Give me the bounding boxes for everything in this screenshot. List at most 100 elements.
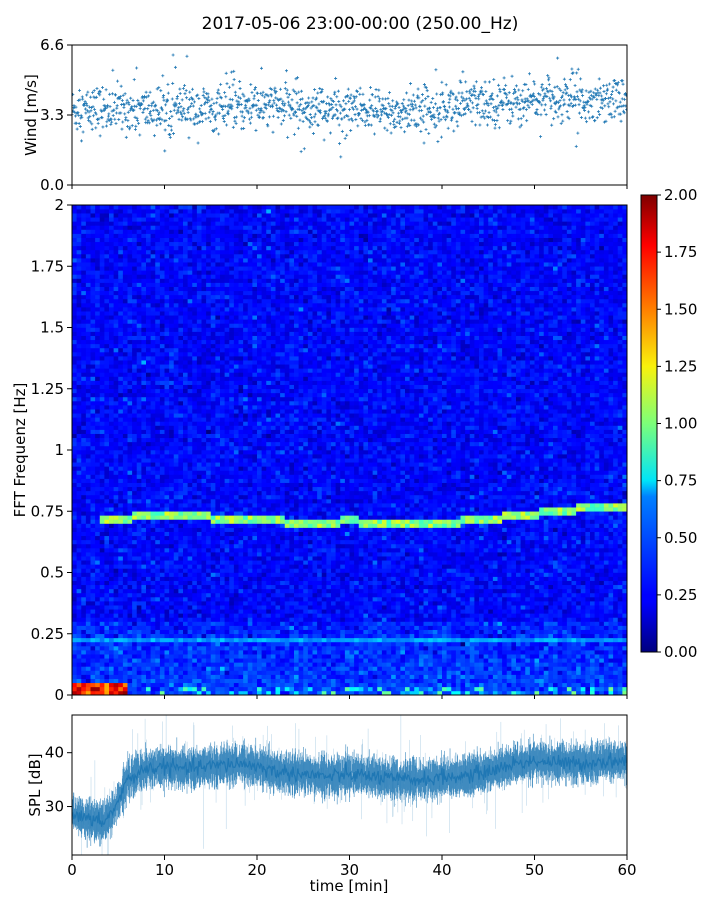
wind-point (313, 88, 317, 92)
spectrogram-cell (95, 437, 101, 443)
wind-point (343, 107, 347, 111)
spectrogram-cell (76, 445, 82, 451)
wind-point (357, 112, 361, 116)
spectrogram-cell (164, 274, 170, 279)
spectrogram-cell (104, 445, 110, 451)
spectrogram-cell (90, 262, 96, 267)
spectrogram-cell (155, 637, 161, 643)
spectrogram-cell (99, 388, 105, 394)
spectrogram-cell (201, 511, 207, 516)
spectrogram-cell (132, 450, 138, 455)
spectrogram-cell (159, 613, 165, 618)
spectrogram-cell (72, 633, 77, 639)
spectrogram-cell (72, 339, 77, 345)
spectrogram-cell (76, 245, 82, 251)
spectrogram-cell (183, 690, 188, 695)
spectrogram-cell (164, 511, 170, 516)
spectrogram-cell (141, 372, 147, 377)
wind-point (124, 116, 128, 120)
spectrogram-cell (76, 278, 82, 283)
wind-point (121, 93, 125, 97)
spectrogram-cell (192, 205, 198, 210)
spectrogram-cell (173, 560, 179, 565)
spectrogram-cell (206, 384, 212, 390)
spectrogram-cell (90, 605, 96, 610)
wind-point (282, 114, 286, 118)
wind-point (467, 96, 471, 100)
spectrogram-cell (72, 237, 77, 243)
spectrogram-cell (81, 568, 87, 573)
wind-point (102, 97, 106, 101)
spectrogram-cell (141, 486, 147, 492)
spectrogram-cell (99, 629, 105, 635)
spectrogram-cell (201, 535, 207, 541)
spectrogram-cell (206, 584, 212, 590)
wind-point (459, 101, 462, 105)
wind-point (487, 115, 491, 119)
spectrogram-cell (164, 507, 170, 512)
spectrogram-cell (169, 674, 175, 679)
spectrogram-cell (169, 552, 175, 557)
spectrogram-cell (178, 368, 184, 373)
spectrogram-cell (187, 646, 193, 651)
spectrogram-cell (85, 262, 91, 267)
wind-point (223, 91, 227, 95)
spectrogram-cell (150, 392, 156, 398)
spectrogram-cell (113, 433, 119, 439)
spectrogram-cell (81, 617, 87, 622)
spectrogram-cell (85, 335, 91, 341)
spectrogram-cell (104, 523, 110, 528)
spectrogram-cell (81, 441, 87, 447)
spectrogram-cell (104, 343, 110, 349)
spectrogram-cell (127, 429, 133, 434)
wind-point (599, 98, 603, 102)
wind-point (191, 97, 195, 101)
spectrogram-cell (104, 254, 110, 259)
spectrogram-cell (141, 658, 147, 663)
spectrogram-cell (155, 327, 161, 332)
spectrogram-cell (201, 686, 207, 692)
spectrogram-cell (122, 433, 128, 439)
spectrogram-cell (81, 392, 87, 398)
wind-point (91, 91, 95, 95)
wind-axes-frame (71, 44, 628, 186)
spectrogram-cell (150, 686, 156, 692)
wind-point (294, 77, 298, 81)
spectrogram-cell (201, 584, 207, 590)
spectrogram-cell (155, 670, 161, 675)
wind-point (401, 104, 405, 108)
wind-point (195, 121, 199, 125)
spectrogram-cell (164, 637, 170, 643)
spectrogram-cell (164, 441, 170, 447)
wind-point (151, 108, 155, 112)
spectrogram-cell (183, 572, 188, 577)
spectrogram-cell (201, 352, 207, 357)
spectrogram-cell (122, 413, 128, 418)
spectrogram-cell (183, 556, 188, 561)
spectrogram-cell (159, 605, 165, 610)
spectrogram-cell (76, 311, 82, 316)
spectrogram-cell (127, 454, 133, 459)
spectrogram-cell (118, 633, 124, 639)
spectrogram-cell (146, 478, 151, 483)
spectrogram-cell (109, 339, 114, 345)
spectrogram-cell (155, 609, 161, 614)
wind-point (227, 112, 231, 116)
spectrogram-cell (122, 339, 128, 345)
wind-point (532, 79, 536, 83)
wind-point (477, 97, 481, 101)
spectrogram-cell (187, 396, 193, 402)
spectrogram-cell (72, 282, 77, 287)
spectrogram-cell (150, 682, 156, 688)
spectrogram-cell (201, 417, 207, 422)
wind-point (566, 86, 570, 90)
spectrogram-cell (169, 535, 175, 541)
spectrogram-cell (155, 674, 161, 679)
spectrogram-cell (132, 523, 138, 528)
spectrogram-cell (109, 531, 114, 537)
spectrogram-cell (169, 307, 175, 312)
spectrogram-cell (122, 494, 128, 500)
spectrogram-cell (76, 327, 82, 332)
spectrogram-cell (76, 417, 82, 422)
spectrogram-cell (85, 396, 91, 402)
